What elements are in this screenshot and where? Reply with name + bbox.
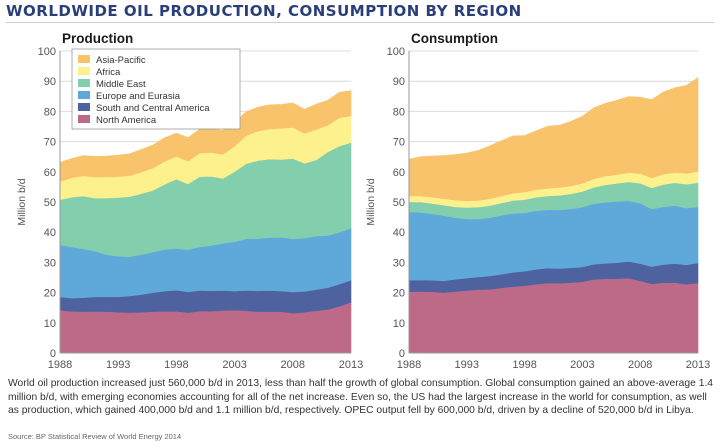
legend-swatch-south-and-central-america — [78, 103, 90, 111]
production-y-tick-label: 90 — [44, 76, 56, 88]
production-y-tick-label: 70 — [44, 137, 56, 149]
production-panel-title: Production — [62, 31, 133, 46]
consumption-y-tick-label: 10 — [393, 318, 405, 330]
production-x-tick-label: 1988 — [48, 359, 72, 371]
legend-swatch-asia-pacific — [78, 55, 90, 63]
production-x-tick-label: 2008 — [281, 359, 305, 371]
production-x-tick-label: 2013 — [339, 359, 363, 371]
chart-caption: World oil production increased just 560,… — [8, 378, 714, 417]
legend-swatch-middle-east — [78, 79, 90, 87]
consumption-y-tick-label: 0 — [399, 348, 405, 360]
consumption-x-tick-label: 1993 — [455, 359, 479, 371]
consumption-y-tick-label: 30 — [393, 257, 405, 269]
consumption-y-tick-label: 100 — [387, 46, 405, 58]
consumption-area-asia-pacific — [408, 77, 699, 202]
consumption-chart: 0 10 20 30 40 50 60 70 80 90 100 1988 1993 1998 2003 20… — [365, 31, 710, 371]
consumption-x-tick-label: 2003 — [570, 359, 594, 371]
legend-swatch-africa — [78, 67, 90, 75]
production-y-tick-label: 50 — [44, 197, 56, 209]
production-y-tick-label: 80 — [44, 106, 56, 118]
consumption-x-tick-label: 2008 — [628, 359, 652, 371]
legend-label-asia-pacific: Asia-Pacific — [96, 55, 146, 66]
production-y-tick-label: 40 — [44, 227, 56, 239]
production-legend-box — [71, 48, 241, 130]
production-y-axis-label: Million b/d — [16, 178, 28, 225]
legend-label-africa: Africa — [96, 67, 121, 78]
production-x-tick-label: 1993 — [106, 359, 130, 371]
legend-swatch-europe-and-eurasia — [78, 91, 90, 99]
production-chart: 0 10 20 30 40 50 60 70 80 90 100 1988 1993 1998 2003 20… — [16, 31, 363, 371]
consumption-y-tick-label: 50 — [393, 197, 405, 209]
consumption-x-tick-label: 1998 — [512, 359, 536, 371]
production-y-tick-label: 100 — [38, 46, 56, 58]
legend-label-middle-east: Middle East — [96, 79, 146, 90]
consumption-y-tick-label: 80 — [393, 106, 405, 118]
chart-source: Source: BP Statistical Review of World E… — [8, 432, 182, 441]
title-divider — [6, 22, 714, 23]
production-y-tick-label: 60 — [44, 167, 56, 179]
production-y-tick-label: 0 — [50, 348, 56, 360]
production-area-asia-pacific — [59, 90, 352, 182]
legend-label-europe-and-eurasia: Europe and Eurasia — [96, 91, 181, 102]
consumption-x-tick-label: 2013 — [686, 359, 710, 371]
consumption-x-tick-label: 1988 — [397, 359, 421, 371]
consumption-y-tick-label: 70 — [393, 137, 405, 149]
production-x-tick-label: 2003 — [222, 359, 246, 371]
production-y-tick-label: 30 — [44, 257, 56, 269]
consumption-y-tick-label: 40 — [393, 227, 405, 239]
legend-swatch-north-america — [78, 115, 90, 123]
chart-main-title: WORLDWIDE OIL PRODUCTION, CONSUMPTION BY… — [6, 2, 522, 20]
production-x-tick-label: 1998 — [164, 359, 188, 371]
production-y-tick-label: 10 — [44, 318, 56, 330]
legend-label-south-and-central-america: South and Central America — [96, 103, 210, 114]
consumption-y-axis-label: Million b/d — [365, 178, 377, 225]
legend-label-north-america: North America — [96, 115, 157, 126]
production-y-tick-label: 20 — [44, 288, 56, 300]
consumption-y-tick-label: 90 — [393, 76, 405, 88]
consumption-y-tick-label: 20 — [393, 288, 405, 300]
consumption-panel-title: Consumption — [411, 31, 498, 46]
consumption-y-tick-label: 60 — [393, 167, 405, 179]
